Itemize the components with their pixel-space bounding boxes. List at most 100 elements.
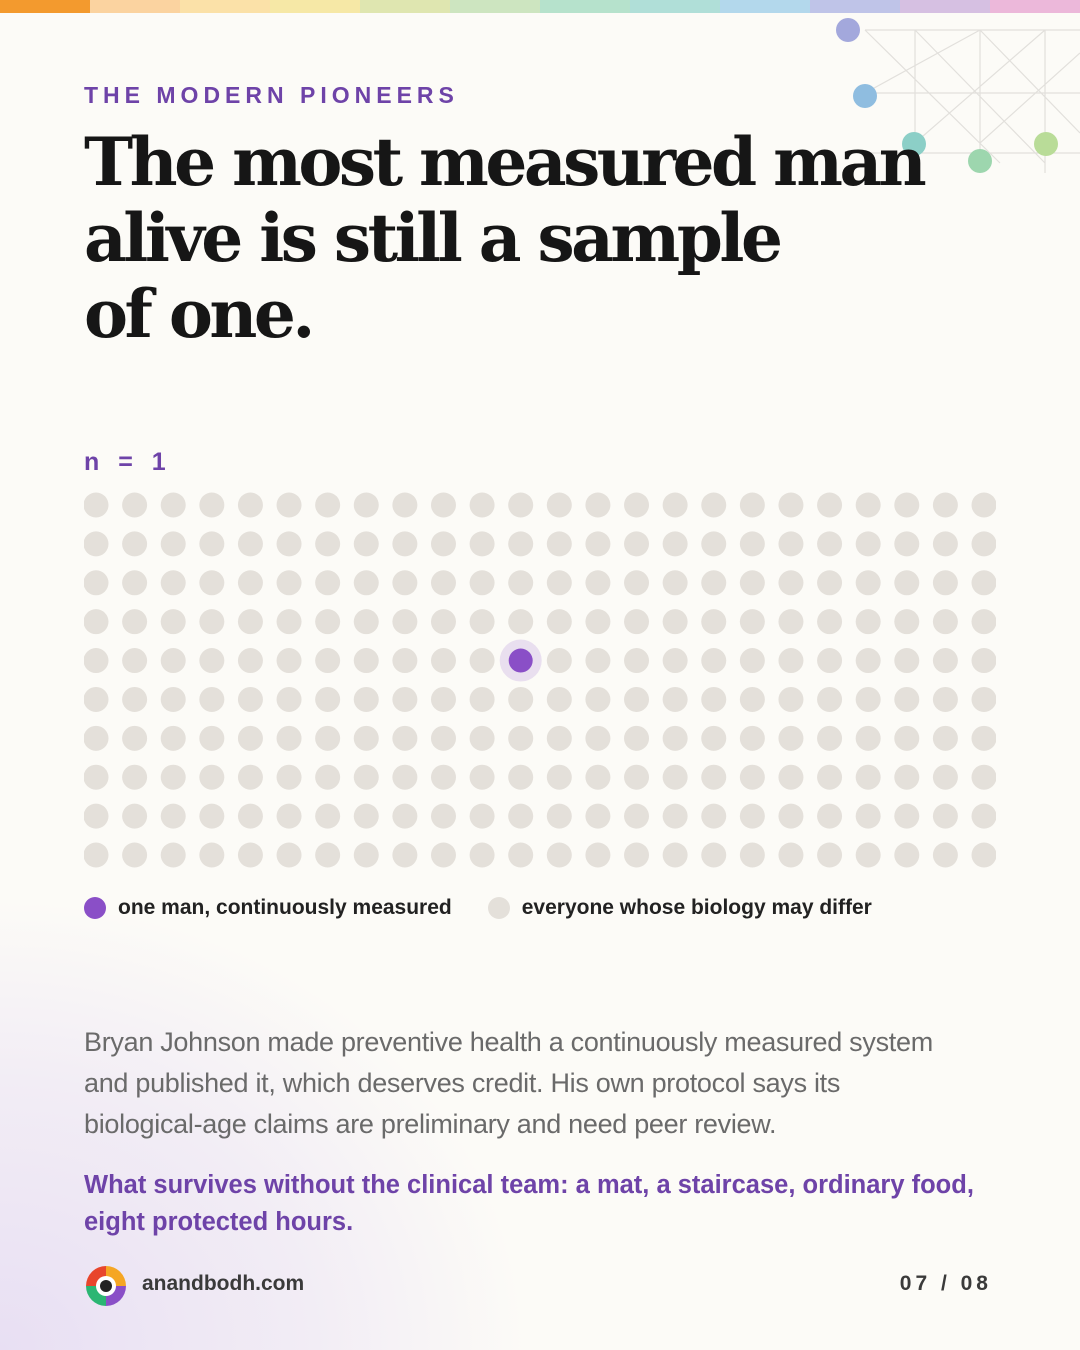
dot [353, 725, 379, 751]
dot [84, 842, 109, 868]
dot [701, 842, 727, 868]
dot [624, 725, 650, 751]
dot [662, 570, 688, 596]
headline-line: The most measured man [84, 123, 927, 201]
dot [701, 764, 727, 790]
dot [469, 648, 495, 674]
dot [508, 570, 534, 596]
dot [237, 842, 263, 868]
dot [353, 686, 379, 712]
dot [778, 764, 804, 790]
legend-label: everyone whose biology may differ [521, 896, 872, 919]
dot [624, 648, 650, 674]
dot [430, 764, 456, 790]
dot [855, 803, 881, 829]
dot [160, 764, 186, 790]
dot [276, 764, 302, 790]
dot [585, 803, 611, 829]
dot [701, 686, 727, 712]
dot [739, 803, 765, 829]
dot [817, 492, 843, 518]
dot [971, 492, 996, 518]
dot [817, 764, 843, 790]
dot [855, 492, 881, 518]
dot [84, 764, 109, 790]
dot [932, 725, 958, 751]
dot [430, 725, 456, 751]
legend-label: one man, continuously measured [118, 896, 452, 919]
dot [315, 803, 341, 829]
dot [701, 609, 727, 635]
dot [739, 570, 765, 596]
dot [315, 725, 341, 751]
dot [778, 570, 804, 596]
dot [84, 686, 109, 712]
dot [701, 725, 727, 751]
dot [392, 492, 418, 518]
dot [817, 803, 843, 829]
dot [353, 803, 379, 829]
dot [353, 842, 379, 868]
dot [315, 842, 341, 868]
dot [315, 686, 341, 712]
dot [392, 531, 418, 557]
dot [160, 570, 186, 596]
dot [662, 803, 688, 829]
dot [469, 764, 495, 790]
dot [84, 570, 109, 596]
dot [932, 803, 958, 829]
dot [160, 531, 186, 557]
dot [971, 803, 996, 829]
dot [585, 842, 611, 868]
dot [855, 570, 881, 596]
dot [276, 648, 302, 674]
dot [160, 609, 186, 635]
dot [855, 686, 881, 712]
dot [894, 803, 920, 829]
dot [894, 648, 920, 674]
dot [199, 842, 225, 868]
dot [585, 609, 611, 635]
page-number: 07 / 08 [899, 1272, 992, 1295]
dot [237, 570, 263, 596]
dot [276, 492, 302, 518]
dot [971, 842, 996, 868]
dot [739, 609, 765, 635]
dot [894, 570, 920, 596]
dot [546, 725, 572, 751]
dot [353, 492, 379, 518]
dot [392, 609, 418, 635]
dot [624, 492, 650, 518]
dot [971, 609, 996, 635]
dot [237, 531, 263, 557]
dot [739, 492, 765, 518]
dot [122, 686, 148, 712]
dot [739, 648, 765, 674]
legend: one man, continuously measured everyone … [84, 896, 908, 920]
dot [469, 803, 495, 829]
dot [199, 764, 225, 790]
dot [778, 803, 804, 829]
dot [508, 725, 534, 751]
dot [276, 686, 302, 712]
dot [392, 764, 418, 790]
dot [624, 842, 650, 868]
dot [701, 492, 727, 518]
dot [508, 492, 534, 518]
dot [701, 803, 727, 829]
dot [160, 803, 186, 829]
dot [160, 648, 186, 674]
dot [855, 648, 881, 674]
dot [971, 531, 996, 557]
dot [430, 609, 456, 635]
dot [932, 648, 958, 674]
dot [122, 531, 148, 557]
dot [508, 764, 534, 790]
legend-dot [84, 897, 106, 919]
dot [546, 842, 572, 868]
dot [817, 570, 843, 596]
dot [430, 803, 456, 829]
dot [817, 725, 843, 751]
logo [86, 1266, 126, 1306]
